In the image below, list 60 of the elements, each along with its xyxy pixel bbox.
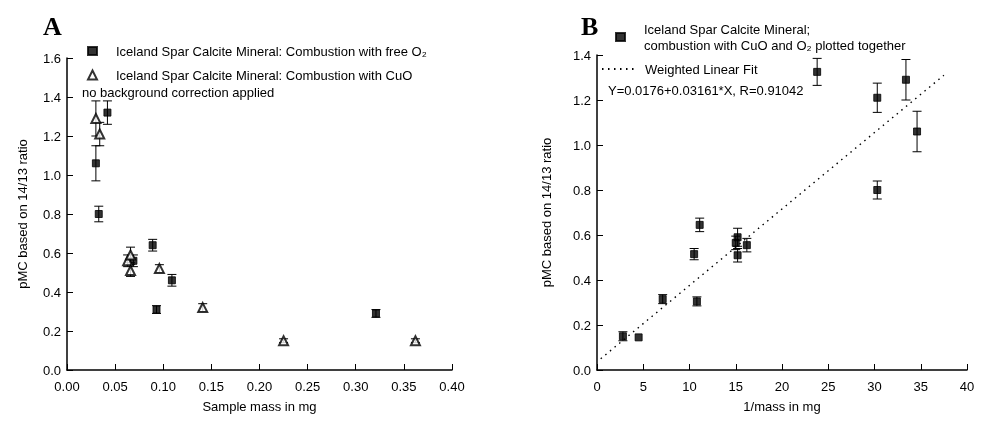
chart-title: B [581,11,599,41]
y-tick-label: 1.6 [42,50,61,66]
y-tick-label: 0.8 [572,182,591,198]
x-tick-label: 10 [682,379,697,394]
chart-title: A [43,11,62,41]
y-tick-label: 1.2 [572,92,591,108]
x-tick-label: 25 [821,379,836,394]
x-axis-title: 1/mass in mg [743,399,821,414]
x-tick-label: 20 [774,379,790,394]
x-tick-label: 0.10 [150,379,176,394]
y-tick-label: 1.4 [42,89,61,105]
point [742,241,751,250]
y-axis-title: pMC based on 14/13 ratio [15,139,30,289]
point [813,67,822,76]
y-tick-label: 0.6 [42,245,61,261]
x-tick-label: 15 [728,379,743,394]
legend-label: Iceland Spar Calcite Mineral: Combustion with CuO [116,67,413,83]
point [873,93,882,102]
x-tick-label: 0.25 [294,379,321,394]
annotation: Y=0.0176+0.03161*X, R=0.91042 [608,83,804,98]
point [634,333,643,342]
point [913,127,922,136]
x-tick-label: 0.30 [343,379,369,394]
legend-label: Iceland Spar Calcite Mineral: Combustion with free O₂ [116,43,427,59]
legend-label: Iceland Spar Calcite Mineral; combustion with CuO and O₂ plotted together [644,21,907,53]
x-tick-label: 0 [593,379,601,394]
y-tick-label: 0.0 [42,362,61,378]
y-tick-label: 0.4 [42,284,61,300]
x-tick-label: 0.40 [439,379,465,394]
x-tick-label: 30 [867,379,882,394]
y-tick-label: 0.2 [572,317,591,333]
x-tick-label: 0.00 [54,379,80,394]
y-tick-label: 0.4 [572,272,591,288]
y-tick-label: 1.2 [42,128,61,144]
y-axis-title: pMC based on 14/13 ratio [539,137,554,288]
x-tick-label: 35 [913,379,928,394]
point [94,128,106,140]
y-tick-label: 1.0 [572,137,591,153]
y-tick-label: 0.0 [572,362,591,378]
y-tick-label: 1.4 [572,47,591,63]
x-tick-label: 0.05 [102,379,128,394]
point [873,186,882,194]
y-tick-label: 0.2 [42,323,61,339]
point [103,108,112,117]
point [733,233,742,242]
y-tick-label: 0.6 [572,227,591,243]
x-axis-title: Sample mass in mg [202,399,317,414]
point [695,220,704,229]
point [91,159,100,168]
x-tick-label: 0.20 [246,379,273,394]
point [901,75,910,84]
x-tick-label: 5 [639,379,647,394]
point [94,210,103,218]
x-tick-label: 0.15 [198,379,225,394]
x-tick-label: 0.35 [391,379,417,394]
legend-label: Weighted Linear Fit [645,61,758,77]
annotation: no background correction applied [82,85,275,100]
x-tick-label: 40 [959,379,975,394]
y-tick-label: 1.0 [42,167,61,183]
y-tick-label: 0.8 [42,206,61,222]
